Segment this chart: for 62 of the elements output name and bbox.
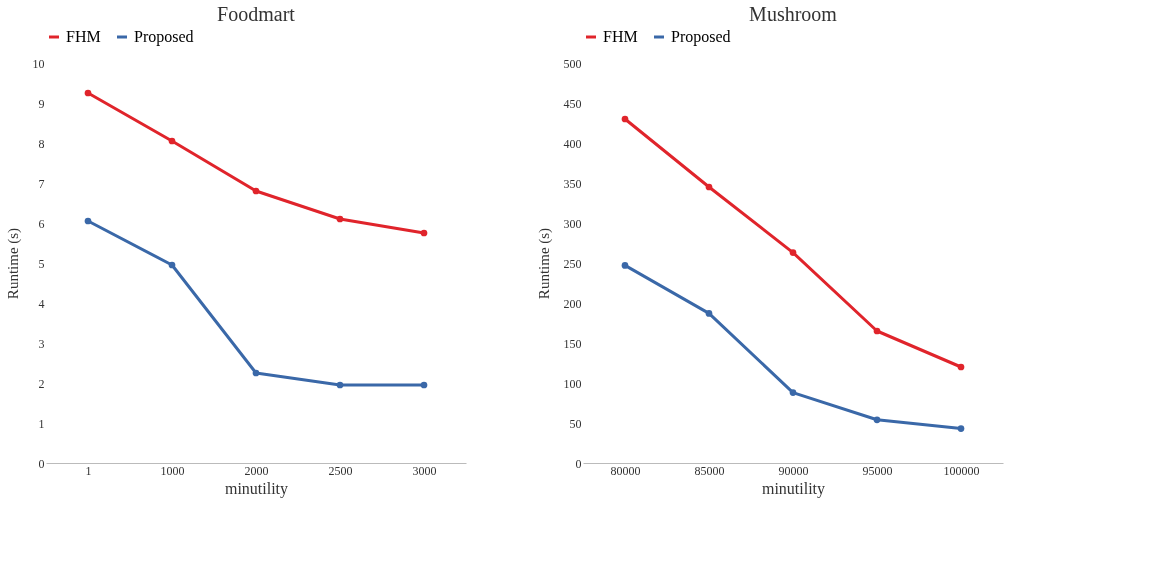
point bbox=[621, 262, 629, 269]
point bbox=[168, 261, 176, 269]
x-tick-label: 90000 bbox=[778, 463, 809, 478]
y-tick-label: 150 bbox=[563, 336, 582, 351]
x-tick-label: 95000 bbox=[862, 463, 893, 478]
point bbox=[168, 137, 176, 145]
x-tick-label: 1000 bbox=[160, 463, 185, 478]
point bbox=[789, 249, 797, 256]
x-tick-label: 100000 bbox=[943, 463, 980, 478]
y-tick-label: 0 bbox=[575, 456, 582, 471]
y-tick-label: 50 bbox=[569, 416, 582, 431]
y-tick-label: 4 bbox=[38, 296, 45, 311]
point bbox=[336, 215, 344, 223]
x-axis-title: minutility bbox=[224, 479, 289, 498]
legend-label: Proposed bbox=[134, 28, 194, 46]
x-tick-label: 85000 bbox=[694, 463, 725, 478]
point bbox=[252, 369, 260, 377]
y-tick-label: 2 bbox=[38, 376, 45, 391]
point bbox=[705, 310, 713, 317]
point bbox=[336, 381, 344, 389]
legend-label: FHM bbox=[603, 28, 638, 45]
y-axis-title: Runtime (s) bbox=[4, 227, 22, 300]
point bbox=[84, 89, 92, 97]
point bbox=[420, 229, 428, 237]
y-tick-label: 450 bbox=[563, 96, 582, 111]
point bbox=[789, 389, 797, 396]
y-tick-label: 10 bbox=[32, 56, 45, 71]
chart-title: Foodmart bbox=[217, 3, 296, 25]
y-tick-label: 9 bbox=[38, 96, 45, 111]
y-tick-label: 500 bbox=[563, 56, 582, 71]
y-tick-label: 100 bbox=[563, 376, 582, 391]
point bbox=[84, 217, 92, 225]
x-tick-label: 3000 bbox=[412, 463, 437, 478]
x-tick-label: 2500 bbox=[328, 463, 353, 478]
point bbox=[621, 115, 629, 123]
y-tick-label: 1 bbox=[38, 416, 45, 431]
point bbox=[420, 381, 428, 389]
x-axis-title: minutility bbox=[761, 479, 826, 498]
x-tick-label: 2000 bbox=[244, 463, 269, 478]
y-axis-title: Runtime (s) bbox=[535, 227, 553, 300]
point bbox=[252, 187, 260, 195]
y-tick-label: 0 bbox=[38, 456, 45, 471]
legend-label: Proposed bbox=[671, 28, 731, 46]
y-tick-label: 5 bbox=[38, 256, 45, 271]
y-tick-label: 200 bbox=[563, 296, 582, 311]
y-tick-label: 400 bbox=[563, 136, 582, 151]
y-tick-label: 6 bbox=[38, 216, 45, 231]
point bbox=[705, 183, 713, 191]
y-tick-label: 250 bbox=[563, 256, 582, 271]
point bbox=[873, 416, 881, 424]
legend-label: FHM bbox=[66, 28, 101, 45]
point bbox=[957, 363, 965, 371]
x-tick-label: 1 bbox=[85, 463, 92, 478]
point bbox=[957, 425, 965, 432]
y-tick-label: 300 bbox=[563, 216, 582, 231]
point bbox=[873, 327, 881, 335]
chart-title: Mushroom bbox=[749, 3, 838, 25]
y-tick-label: 350 bbox=[563, 176, 582, 191]
y-tick-label: 7 bbox=[38, 176, 45, 191]
x-tick-label: 80000 bbox=[610, 463, 641, 478]
y-tick-label: 3 bbox=[38, 336, 45, 351]
y-tick-label: 8 bbox=[38, 136, 45, 151]
